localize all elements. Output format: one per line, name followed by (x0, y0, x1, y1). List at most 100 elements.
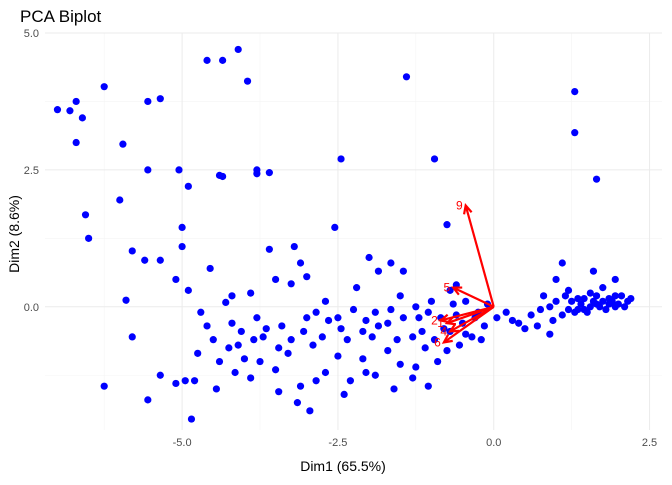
data-point (318, 333, 326, 341)
data-point (253, 314, 261, 322)
chart-title: PCA Biplot (20, 7, 102, 26)
data-point (197, 308, 205, 316)
data-point (409, 333, 417, 341)
data-point (324, 316, 333, 325)
data-point (399, 314, 407, 322)
data-point (362, 316, 370, 325)
data-point (412, 363, 420, 371)
data-point (247, 289, 255, 297)
arrow-head-icon (462, 203, 473, 215)
data-point (234, 45, 242, 54)
data-point (287, 336, 295, 344)
data-point (271, 366, 280, 374)
data-point (312, 308, 320, 316)
loading-label-6: 6 (434, 335, 441, 349)
data-point (172, 275, 180, 284)
data-point (156, 371, 164, 379)
y-tick-label: 0.0 (24, 302, 39, 314)
data-point (172, 379, 180, 388)
data-point (141, 256, 149, 264)
data-point (449, 300, 457, 308)
data-point (78, 114, 86, 122)
data-point (309, 341, 317, 349)
data-point (300, 327, 308, 336)
data-point (508, 316, 517, 325)
data-point (256, 357, 264, 366)
data-point (412, 303, 420, 311)
data-point (434, 357, 442, 366)
arrow-head-icon (447, 323, 460, 333)
data-point (621, 303, 629, 311)
data-point (589, 267, 598, 275)
data-point (564, 286, 573, 294)
data-point (209, 336, 217, 344)
data-point (275, 388, 283, 396)
data-point (574, 294, 582, 303)
data-point (368, 333, 376, 341)
data-point (85, 234, 93, 242)
data-point (334, 352, 342, 360)
data-point (237, 327, 245, 336)
data-point (144, 97, 152, 106)
data-point (66, 107, 74, 115)
data-point (493, 314, 501, 322)
data-point (219, 172, 227, 181)
data-point (72, 138, 80, 147)
data-point (194, 349, 202, 357)
data-point (119, 140, 127, 148)
x-tick-label: -2.5 (328, 437, 347, 449)
data-point (203, 322, 211, 330)
x-tick-label: 0.0 (486, 437, 501, 449)
data-point (215, 357, 224, 366)
data-point (561, 292, 569, 300)
data-point (599, 297, 607, 305)
data-point (374, 267, 383, 275)
data-point (384, 319, 392, 327)
arrow-head-icon (450, 286, 463, 296)
data-point (100, 83, 108, 91)
data-point (558, 259, 566, 267)
data-point (462, 297, 470, 305)
data-point (521, 325, 529, 333)
data-point (599, 284, 607, 292)
data-point (571, 87, 579, 96)
data-point (477, 336, 485, 344)
x-axis-title: Dim1 (65.5%) (300, 458, 386, 474)
data-point (144, 166, 152, 174)
data-point (122, 296, 130, 304)
tick-labels: -5.0 -2.5 0.0 2.5 0.0 2.5 5.0 (24, 28, 657, 449)
data-point (222, 298, 230, 307)
data-point (611, 292, 619, 300)
data-point (396, 292, 404, 300)
arrow-head-icon (441, 333, 453, 344)
data-point (371, 371, 379, 379)
data-point (275, 344, 283, 352)
loading-label-1: 1 (437, 316, 444, 330)
data-point (586, 303, 594, 311)
data-point (430, 155, 439, 163)
data-point (116, 196, 124, 204)
data-point (290, 242, 298, 251)
data-point (592, 292, 601, 300)
data-point (455, 341, 464, 349)
data-point (589, 297, 598, 305)
data-point (321, 368, 330, 377)
loading-arrow-1 (446, 305, 495, 325)
data-point (365, 253, 373, 262)
data-point (533, 322, 541, 330)
data-point (393, 336, 401, 344)
loading-arrows: 9 5 2 146 (431, 198, 495, 349)
data-point (536, 305, 545, 314)
loading-label-2: 2 (431, 313, 438, 327)
data-point (583, 308, 591, 316)
data-point (259, 333, 267, 341)
data-point (181, 377, 189, 385)
data-point (371, 308, 379, 316)
grid (45, 32, 662, 430)
data-point (206, 264, 214, 273)
data-point (128, 247, 136, 255)
data-point (577, 300, 585, 308)
data-point (359, 355, 367, 363)
data-point (321, 297, 330, 305)
